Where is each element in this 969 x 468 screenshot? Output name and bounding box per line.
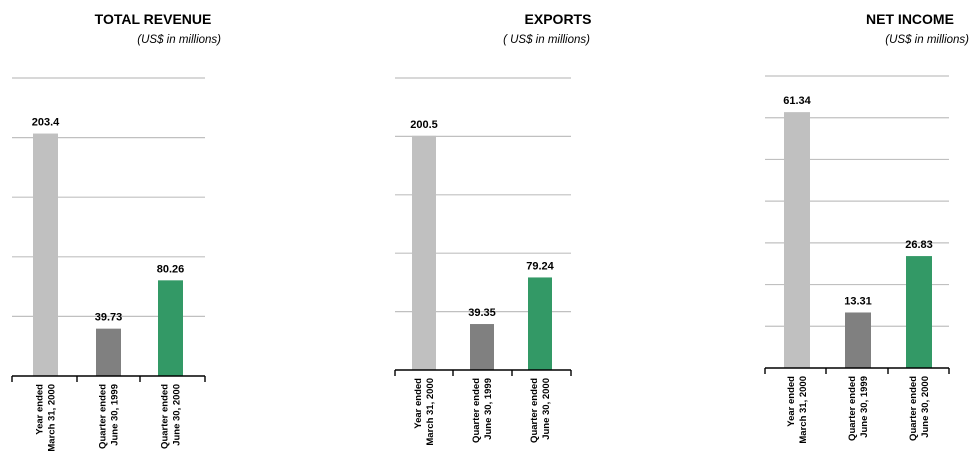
tick-label: Quarter ended (908, 376, 919, 441)
tick-label: Quarter ended (160, 384, 171, 449)
data-label: 80.26 (157, 263, 185, 275)
tick-label: Year ended (786, 376, 797, 427)
bar (470, 324, 494, 370)
tick-label-group: Quarter ended June 30, 1999 (98, 384, 121, 449)
tick-label-group: Quarter ended June 30, 1999 (471, 378, 494, 443)
bar (528, 277, 552, 370)
data-label: 39.73 (95, 312, 123, 324)
data-label: 13.31 (844, 295, 872, 307)
data-label: 79.24 (526, 260, 554, 272)
data-label: 203.4 (32, 117, 60, 129)
tick-label: March 31, 2000 (47, 384, 58, 452)
tick-label: June 30, 1999 (483, 378, 494, 440)
chart-panel-2: EXPORTS ( US$ in millions) 200.5 39.35 79.24… (394, 11, 592, 446)
tick-label-group: Year ended March 31, 2000 (35, 384, 58, 452)
data-label: 61.34 (783, 95, 811, 107)
tick-label-group: Quarter ended June 30, 2000 (160, 384, 183, 449)
chart-panel-1: TOTAL REVENUE (US$ in millions) 203.4 39.73… (11, 11, 221, 452)
chart-subtitle: ( US$ in millions) (503, 34, 590, 46)
tick-label-group: Year ended March 31, 2000 (413, 378, 436, 446)
chart-subtitle: (US$ in millions) (137, 34, 221, 46)
tick-label: June 30, 2000 (172, 384, 183, 446)
chart-title: NET INCOME (866, 11, 954, 27)
bar (33, 133, 58, 376)
data-label: 26.83 (905, 239, 933, 251)
bar (906, 256, 932, 368)
tick-label: Quarter ended (98, 384, 109, 449)
bar (845, 312, 871, 368)
bar (784, 112, 810, 368)
bar (412, 135, 436, 370)
tick-label-group: Quarter ended June 30, 2000 (529, 378, 552, 443)
tick-label: Year ended (35, 384, 46, 435)
chart-title: EXPORTS (525, 11, 592, 27)
tick-label: June 30, 2000 (920, 376, 931, 438)
chart-title: TOTAL REVENUE (95, 11, 212, 27)
tick-label: Quarter ended (847, 376, 858, 441)
bar (158, 280, 183, 376)
tick-label: March 31, 2000 (425, 378, 436, 446)
tick-label: June 30, 1999 (110, 384, 121, 446)
tick-label: June 30, 1999 (859, 376, 870, 438)
tick-label: June 30, 2000 (541, 378, 552, 440)
data-label: 39.35 (468, 307, 496, 319)
tick-label: Quarter ended (471, 378, 482, 443)
tick-label-group: Quarter ended June 30, 2000 (908, 376, 931, 441)
tick-label-group: Year ended March 31, 2000 (786, 376, 809, 444)
tick-label: Quarter ended (529, 378, 540, 443)
chart-subtitle: (US$ in millions) (885, 34, 969, 46)
tick-label: Year ended (413, 378, 424, 429)
tick-label-group: Quarter ended June 30, 1999 (847, 376, 870, 441)
tick-label: March 31, 2000 (798, 376, 809, 444)
data-label: 200.5 (410, 119, 438, 131)
bar (96, 328, 121, 376)
chart-panel-3: NET INCOME (US$ in millions) 61.34 13.31 26.… (764, 11, 969, 444)
